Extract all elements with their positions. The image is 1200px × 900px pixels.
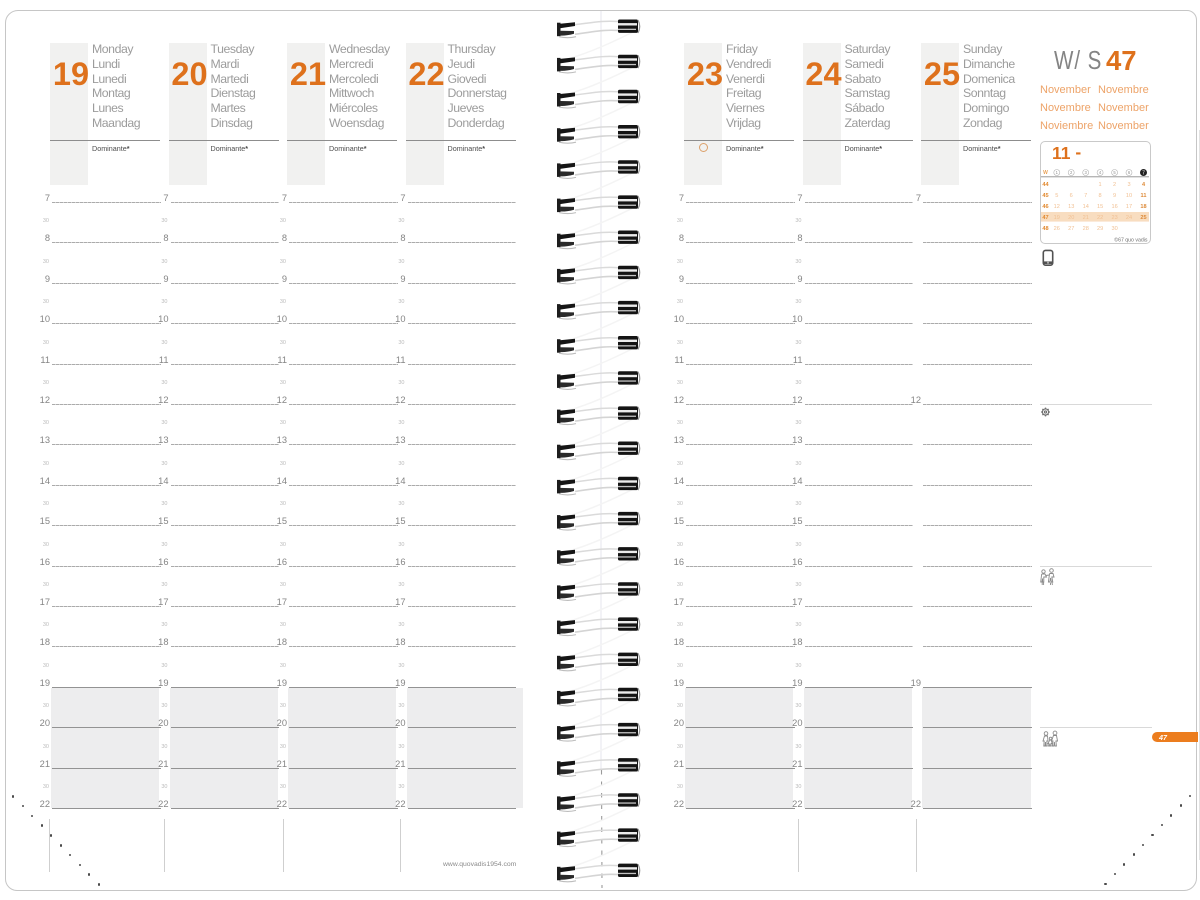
svg-text:10: 10 <box>1126 193 1132 199</box>
svg-text:17: 17 <box>1126 204 1132 210</box>
svg-text:1: 1 <box>1099 182 1102 188</box>
svg-text:46: 46 <box>1042 204 1048 210</box>
svg-text:20: 20 <box>1068 215 1074 221</box>
svg-text:21: 21 <box>1083 215 1089 221</box>
svg-text:22: 22 <box>1097 215 1103 221</box>
svg-text:6: 6 <box>1070 193 1073 199</box>
svg-text:3: 3 <box>1127 182 1130 188</box>
svg-text:3: 3 <box>1085 170 1088 175</box>
svg-text:47: 47 <box>1042 215 1048 221</box>
svg-text:15: 15 <box>1097 204 1103 210</box>
svg-text:4: 4 <box>1099 170 1102 175</box>
svg-text:11: 11 <box>1141 193 1147 199</box>
svg-text:24: 24 <box>1126 215 1132 221</box>
svg-text:16: 16 <box>1111 204 1117 210</box>
svg-text:23: 23 <box>1111 215 1117 221</box>
svg-text:4: 4 <box>1142 182 1146 188</box>
svg-text:25: 25 <box>1140 215 1146 221</box>
svg-text:28: 28 <box>1083 226 1089 232</box>
svg-text:2: 2 <box>1113 182 1116 188</box>
svg-text:5: 5 <box>1113 170 1116 175</box>
svg-text:19: 19 <box>1054 215 1060 221</box>
svg-text:30: 30 <box>1111 226 1117 232</box>
svg-text:8: 8 <box>1099 193 1102 199</box>
svg-text:©67 quo vadis: ©67 quo vadis <box>1114 237 1148 244</box>
svg-text:45: 45 <box>1042 193 1048 199</box>
svg-text:26: 26 <box>1054 226 1060 232</box>
svg-text:5: 5 <box>1055 193 1058 199</box>
svg-text:18: 18 <box>1140 204 1146 210</box>
svg-text:27: 27 <box>1068 226 1074 232</box>
svg-text:29: 29 <box>1097 226 1103 232</box>
svg-text:7: 7 <box>1142 170 1145 176</box>
svg-text:48: 48 <box>1042 226 1048 232</box>
svg-text:12: 12 <box>1054 204 1060 210</box>
svg-text:9: 9 <box>1113 193 1116 199</box>
svg-text:2: 2 <box>1070 170 1073 175</box>
svg-text:1: 1 <box>1056 170 1059 175</box>
svg-text:7: 7 <box>1084 193 1087 199</box>
svg-text:6: 6 <box>1128 170 1131 175</box>
svg-text:44: 44 <box>1042 182 1049 188</box>
svg-text:14: 14 <box>1083 204 1089 210</box>
svg-text:13: 13 <box>1068 204 1074 210</box>
